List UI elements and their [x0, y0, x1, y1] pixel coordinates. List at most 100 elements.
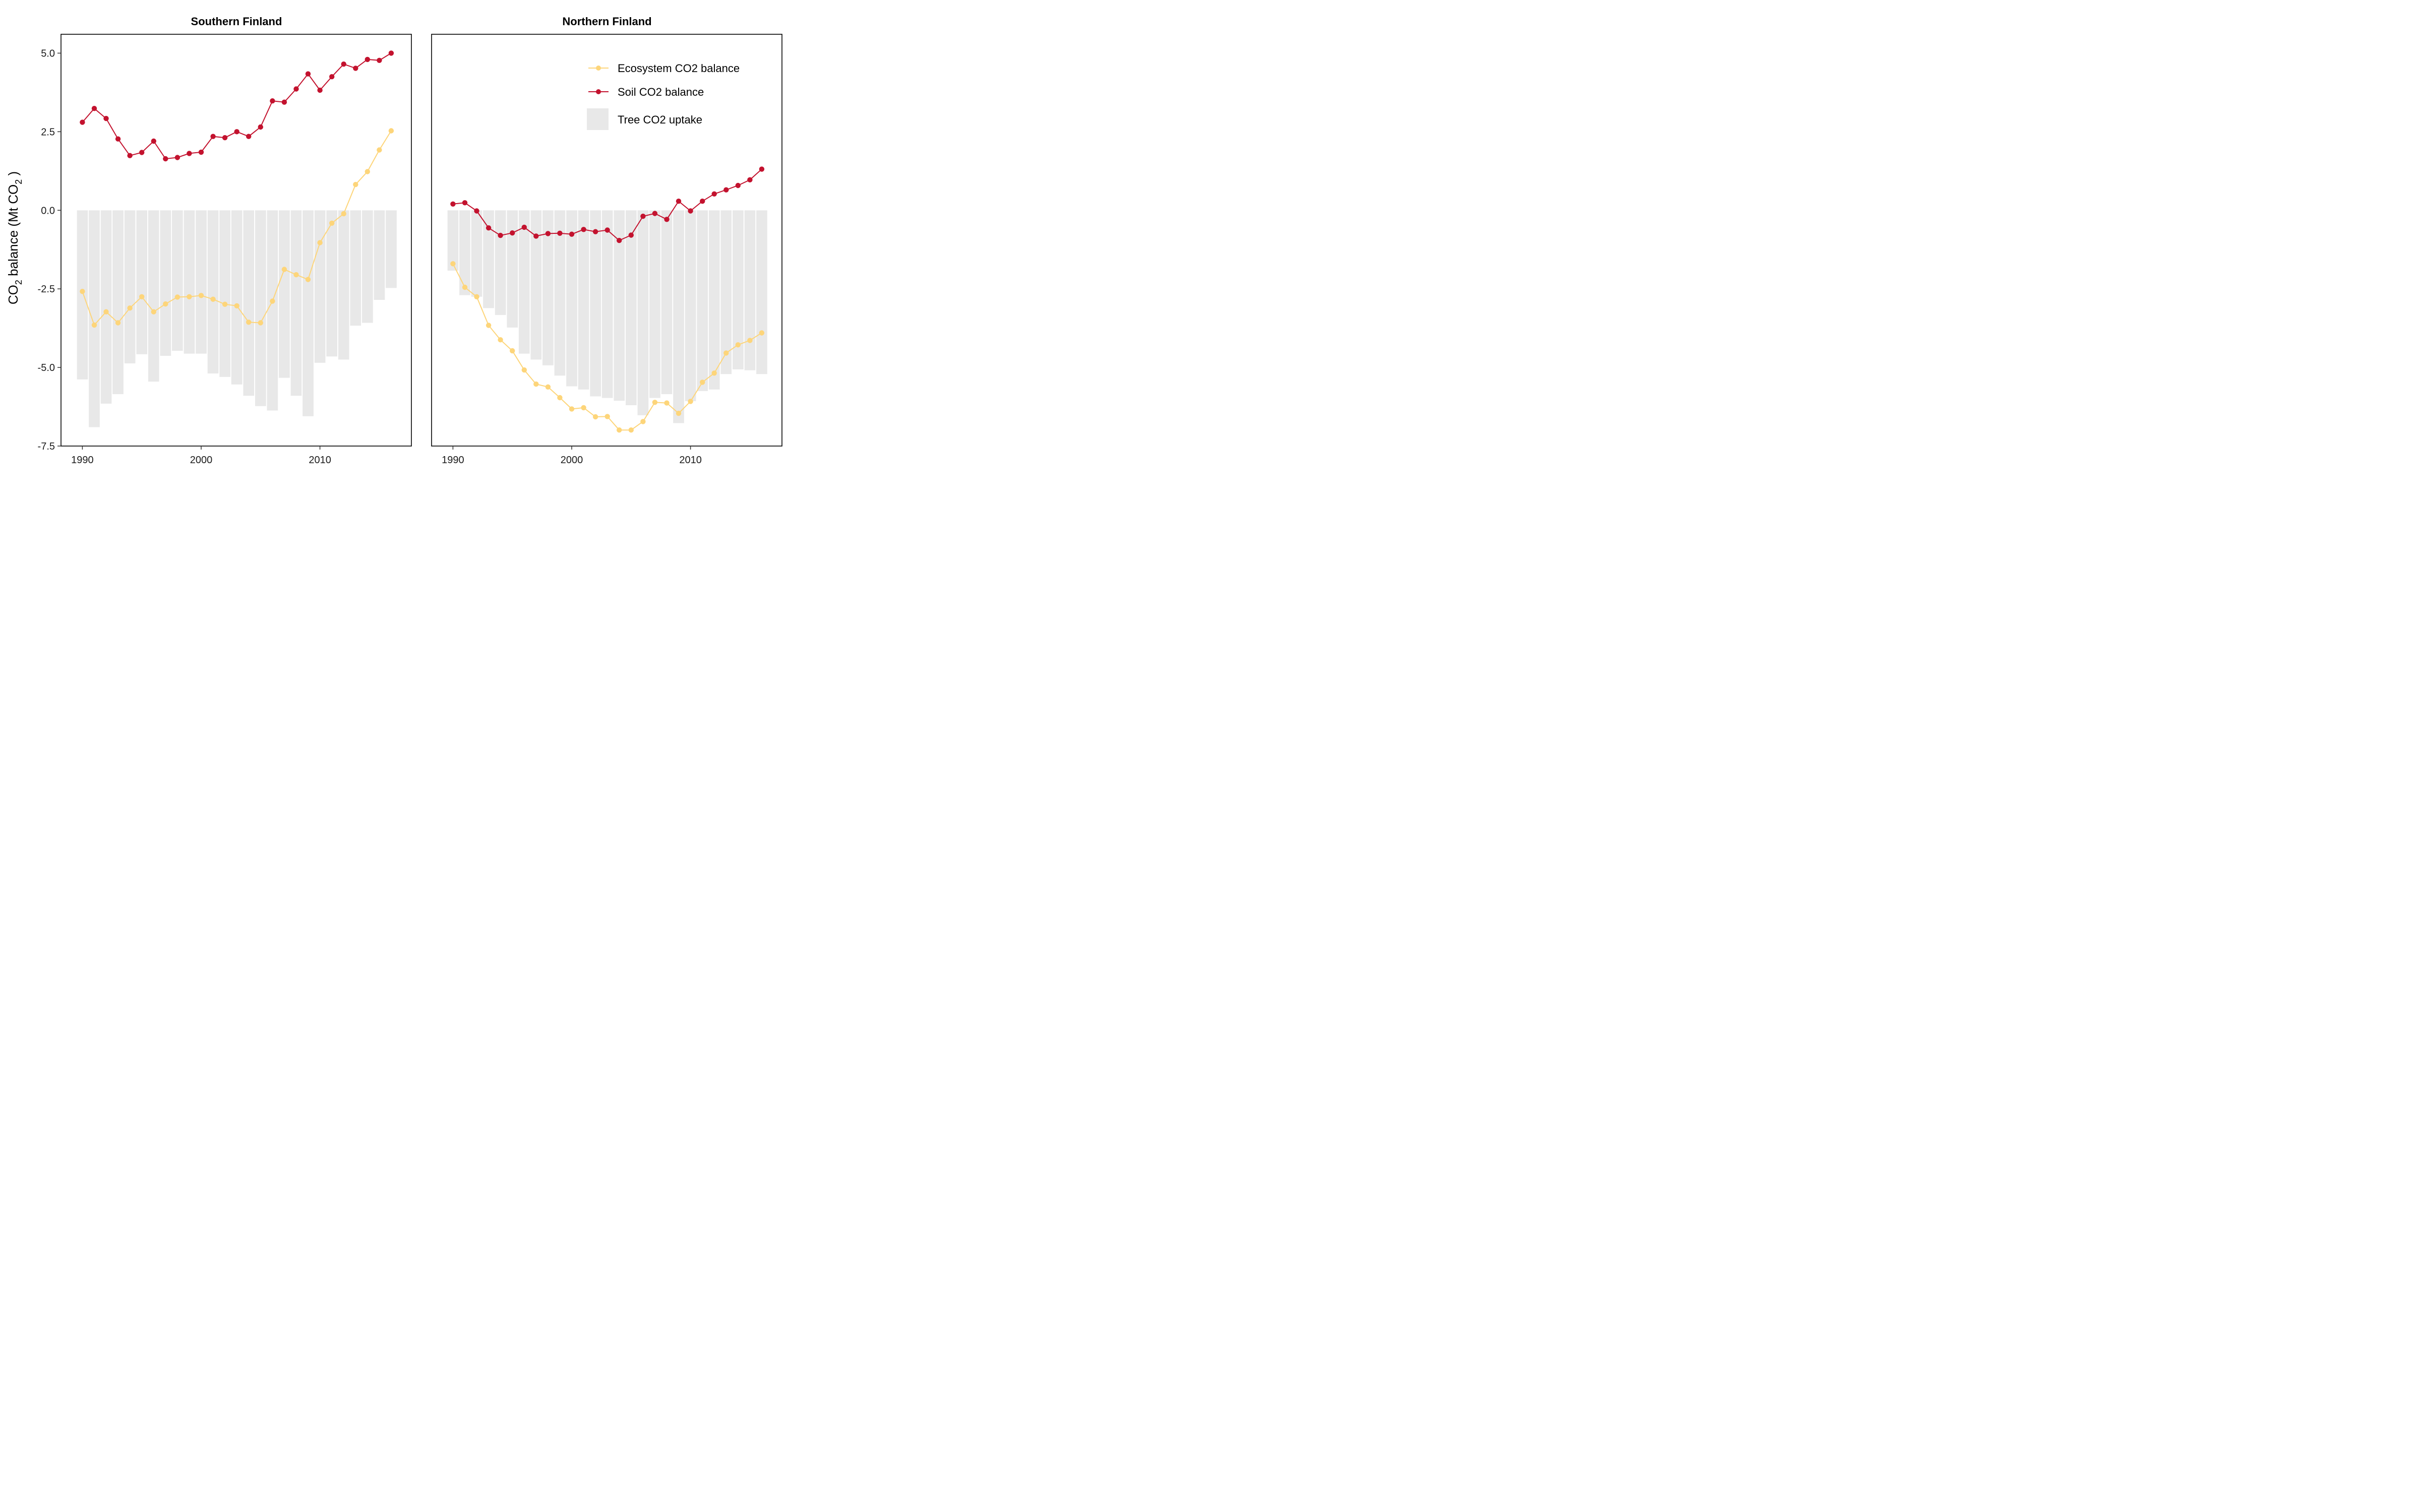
bar-tree-uptake — [231, 210, 243, 385]
bar-tree-uptake — [518, 210, 530, 354]
data-point — [652, 211, 658, 216]
bar-tree-uptake — [338, 210, 349, 360]
bar-tree-uptake — [673, 210, 684, 423]
data-point — [747, 338, 753, 343]
data-point — [127, 153, 133, 158]
x-tick-label: 2000 — [190, 455, 213, 466]
bar-tree-uptake — [578, 210, 589, 390]
x-tick-label: 1990 — [71, 455, 94, 466]
panel-title: Southern Finland — [191, 15, 282, 28]
data-point — [747, 177, 753, 182]
data-point — [581, 405, 586, 411]
bar-tree-uptake — [447, 210, 459, 271]
y-axis-title-subscript: 2 — [14, 280, 24, 285]
data-point — [198, 293, 204, 298]
bar-tree-uptake — [685, 210, 696, 401]
data-point — [388, 50, 394, 56]
data-point — [377, 147, 382, 153]
data-point — [533, 233, 539, 239]
data-point — [617, 427, 622, 433]
bar-tree-uptake — [172, 210, 183, 351]
panel-border — [60, 34, 412, 447]
data-point — [365, 56, 370, 62]
data-point — [234, 303, 239, 308]
data-point — [365, 169, 370, 174]
legend-bar-swatch — [587, 108, 609, 130]
data-point — [557, 395, 563, 401]
bar-tree-uptake — [77, 210, 88, 380]
bar-tree-uptake — [590, 210, 601, 397]
data-point — [198, 149, 204, 155]
data-point — [688, 399, 693, 404]
data-point — [210, 134, 216, 139]
legend-marker — [596, 66, 601, 71]
data-point — [281, 267, 287, 272]
data-point — [759, 330, 765, 336]
data-point — [293, 86, 299, 92]
data-point — [329, 74, 335, 80]
data-point — [450, 261, 456, 267]
data-point — [281, 99, 287, 105]
bar-tree-uptake — [124, 210, 136, 363]
bar-tree-uptake — [243, 210, 255, 396]
panel-northern-finland: Northern Finland 1990 2000 2010 — [431, 15, 782, 466]
data-point — [377, 57, 382, 64]
bar-tree-uptake — [554, 210, 566, 376]
data-point — [510, 230, 515, 236]
legend-item-ecosystem: Ecosystem CO2 balance — [588, 62, 740, 75]
data-point — [258, 320, 263, 326]
bar-tree-uptake — [649, 210, 660, 398]
panel-border — [431, 34, 782, 447]
data-point — [139, 294, 145, 299]
x-tick-label: 2010 — [309, 455, 331, 466]
bar-tree-uptake — [207, 210, 219, 373]
bar-tree-uptake — [530, 210, 542, 360]
bar-tree-uptake — [219, 210, 230, 377]
data-point — [91, 322, 97, 328]
legend-marker — [596, 89, 601, 94]
bar-tree-uptake — [148, 210, 159, 382]
y-tick-label: 2.5 — [41, 127, 55, 138]
data-point — [317, 240, 323, 245]
data-point — [388, 128, 394, 134]
data-point — [115, 136, 121, 142]
data-point — [246, 134, 252, 139]
data-point — [210, 296, 216, 302]
data-point — [187, 294, 192, 299]
x-tick-label: 2010 — [679, 455, 702, 466]
data-point — [139, 150, 145, 155]
y-tick-label: 5.0 — [41, 48, 55, 59]
bar-tree-uptake — [566, 210, 577, 387]
data-point — [735, 182, 741, 188]
bar-tree-uptake — [314, 210, 326, 363]
data-point — [329, 220, 335, 226]
y-tick-label: -2.5 — [38, 284, 55, 295]
data-point — [700, 199, 705, 204]
y-axis-title-subscript: 2 — [14, 179, 24, 184]
data-point — [735, 342, 741, 348]
data-point — [115, 320, 121, 326]
bar-tree-uptake — [744, 210, 756, 370]
bar-tree-uptake — [542, 210, 554, 365]
data-point — [293, 272, 299, 278]
bar-tree-uptake — [374, 210, 385, 300]
bar-tree-uptake — [362, 210, 373, 323]
data-point — [533, 381, 539, 387]
data-point — [510, 348, 515, 354]
bar-tree-uptake — [601, 210, 613, 398]
data-point — [151, 138, 156, 144]
data-point — [557, 230, 563, 236]
data-point — [592, 229, 598, 234]
data-point — [569, 406, 575, 412]
data-point — [163, 301, 168, 307]
y-axis-title-part: balance (Mt CO — [6, 184, 21, 280]
data-point — [676, 410, 682, 416]
data-point — [700, 380, 705, 385]
bar-tree-uptake — [697, 210, 708, 391]
data-point — [353, 181, 358, 187]
data-point — [521, 224, 527, 230]
bar-tree-uptake — [386, 210, 397, 288]
data-point — [462, 284, 468, 290]
series-line — [82, 52, 392, 160]
legend: Ecosystem CO2 balance Soil CO2 balance T… — [587, 62, 740, 130]
